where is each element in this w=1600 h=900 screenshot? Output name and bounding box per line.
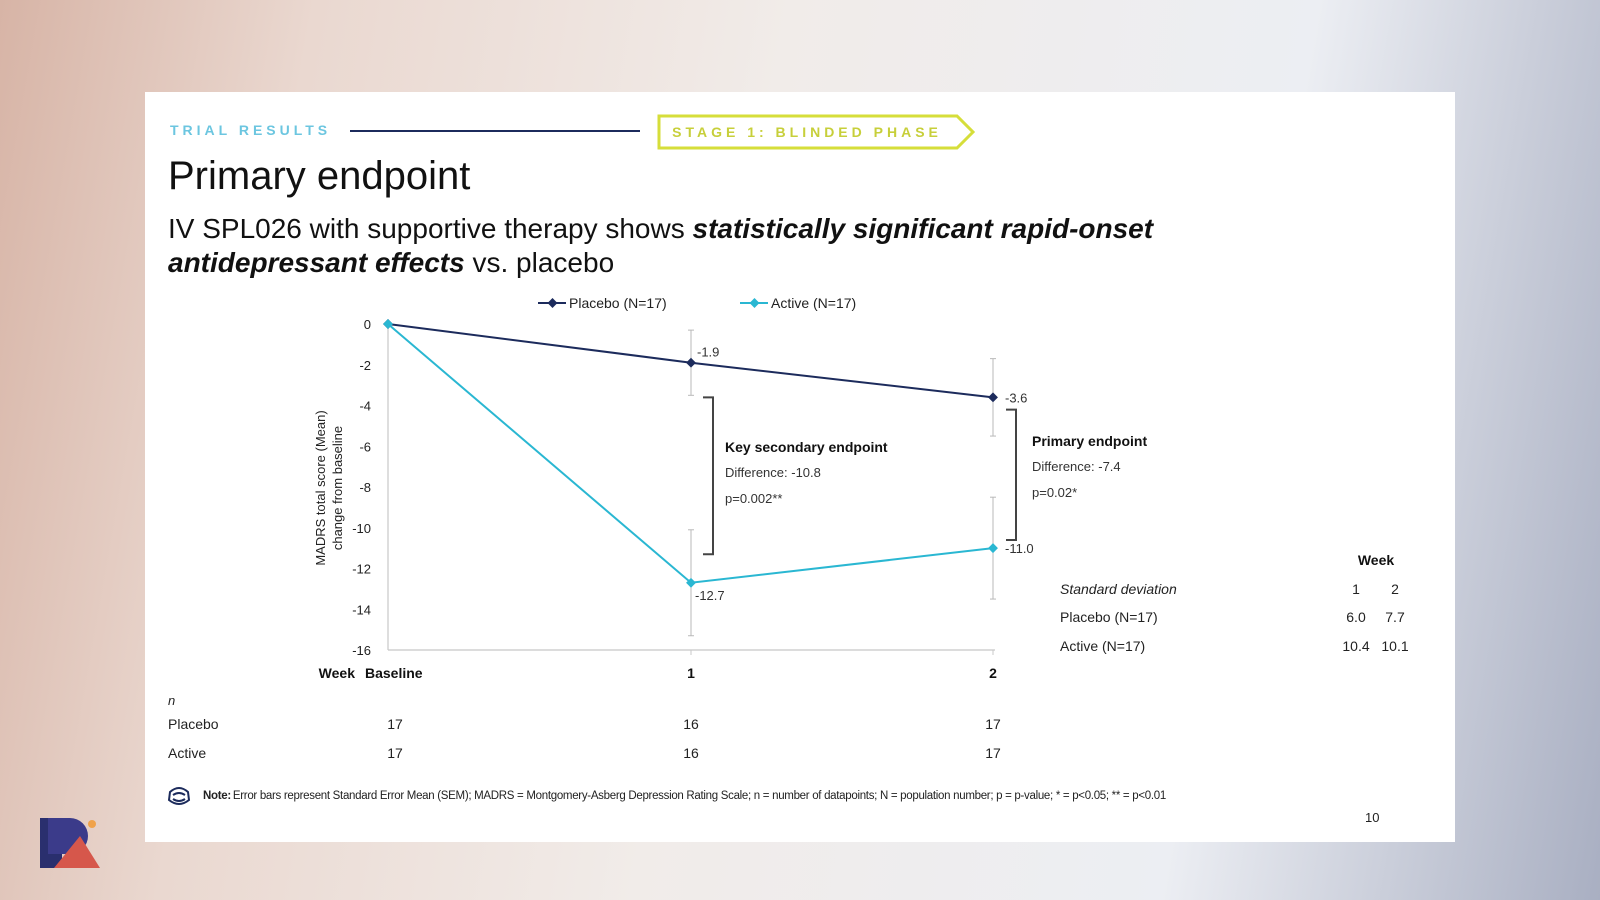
page-subtitle: IV SPL026 with supportive therapy shows … [168,212,1268,280]
slide: TRIAL RESULTS STAGE 1: BLINDED PHASE Pri… [145,92,1455,842]
note-icon [167,787,191,805]
n-table-cell: 17 [387,745,403,761]
y-tick-label: -8 [359,480,371,495]
data-point [988,543,998,554]
subtitle-emphasis: statistically significant rapid-onset an… [168,213,1154,278]
annotation-pvalue: p=0.02* [1032,485,1077,500]
chart: 0 -2 -4 -6 -8 -10 -12 -14 -16 MADRS total score (… [168,295,1409,761]
x-tick-label: 2 [989,665,997,681]
y-tick-label: -12 [352,562,371,577]
n-table-row-label: Active [168,745,206,761]
stage-tag-outline [657,114,975,150]
y-axis-subtitle: change from baseline [330,426,345,550]
sd-table-cell: 6.0 [1346,609,1366,625]
y-tick-label: -16 [352,643,371,658]
y-tick-label: 0 [364,317,371,332]
legend-label: Active (N=17) [771,295,856,311]
y-tick-label: -2 [359,358,371,373]
legend-swatch-marker [547,298,558,308]
x-tick-label: Baseline [365,665,423,681]
sd-table-header: Week [1358,552,1395,568]
data-point [686,577,696,588]
annotation-pvalue: p=0.002** [725,491,782,506]
data-label: -1.9 [697,345,719,360]
n-table-cell: 16 [683,716,699,732]
sd-table-title: Standard deviation [1060,581,1177,597]
legend-swatch-marker [749,298,760,308]
sd-table-row-label: Placebo (N=17) [1060,609,1158,625]
n-table-header: n [168,693,175,708]
data-point [686,357,696,368]
bracket-week2 [1006,408,1017,541]
page-title: Primary endpoint [168,154,471,198]
legend-label: Placebo (N=17) [569,295,667,311]
annotation-title: Primary endpoint [1032,433,1147,449]
section-divider [350,130,640,132]
data-label: -12.7 [695,588,725,603]
annotation-difference: Difference: -7.4 [1032,459,1121,474]
stage-label: STAGE 1: BLINDED PHASE [672,124,942,140]
data-label: -3.6 [1005,390,1027,405]
data-point [988,392,998,403]
y-tick-label: -14 [352,602,371,617]
sd-table-cell: 10.1 [1381,638,1408,654]
subtitle-text: IV SPL026 with supportive therapy shows [168,213,693,244]
y-tick-label: -10 [352,521,371,536]
annotation-difference: Difference: -10.8 [725,465,821,480]
sd-table-week: 1 [1352,581,1360,597]
n-table-cell: 17 [985,716,1001,732]
n-table-cell: 17 [387,716,403,732]
subtitle-suffix: vs. placebo [464,247,615,278]
sd-table-week: 2 [1391,581,1399,597]
data-label: -11.0 [1005,541,1034,556]
brand-logo [40,818,100,868]
sd-table-cell: 10.4 [1342,638,1369,654]
x-tick-label: 1 [687,665,695,681]
x-axis-title: Week [319,665,356,681]
sd-table-row-label: Active (N=17) [1060,638,1145,654]
section-label: TRIAL RESULTS [170,122,332,138]
annotation-title: Key secondary endpoint [725,439,888,455]
n-table-cell: 16 [683,745,699,761]
footnote: Note: Error bars represent Standard Erro… [165,782,1166,810]
sd-table-cell: 7.7 [1385,609,1405,625]
n-table-cell: 17 [985,745,1001,761]
stage-tag: STAGE 1: BLINDED PHASE [657,114,975,150]
page-number: 10 [1365,810,1380,825]
note-text: Error bars represent Standard Error Mean… [232,790,1166,802]
y-axis-title: MADRS total score (Mean) [313,410,328,565]
bracket-week1 [703,396,714,556]
y-tick-label: -6 [359,439,371,454]
n-table-row-label: Placebo [168,716,219,732]
note-label: Note: [203,790,231,802]
y-tick-label: -4 [359,399,371,414]
